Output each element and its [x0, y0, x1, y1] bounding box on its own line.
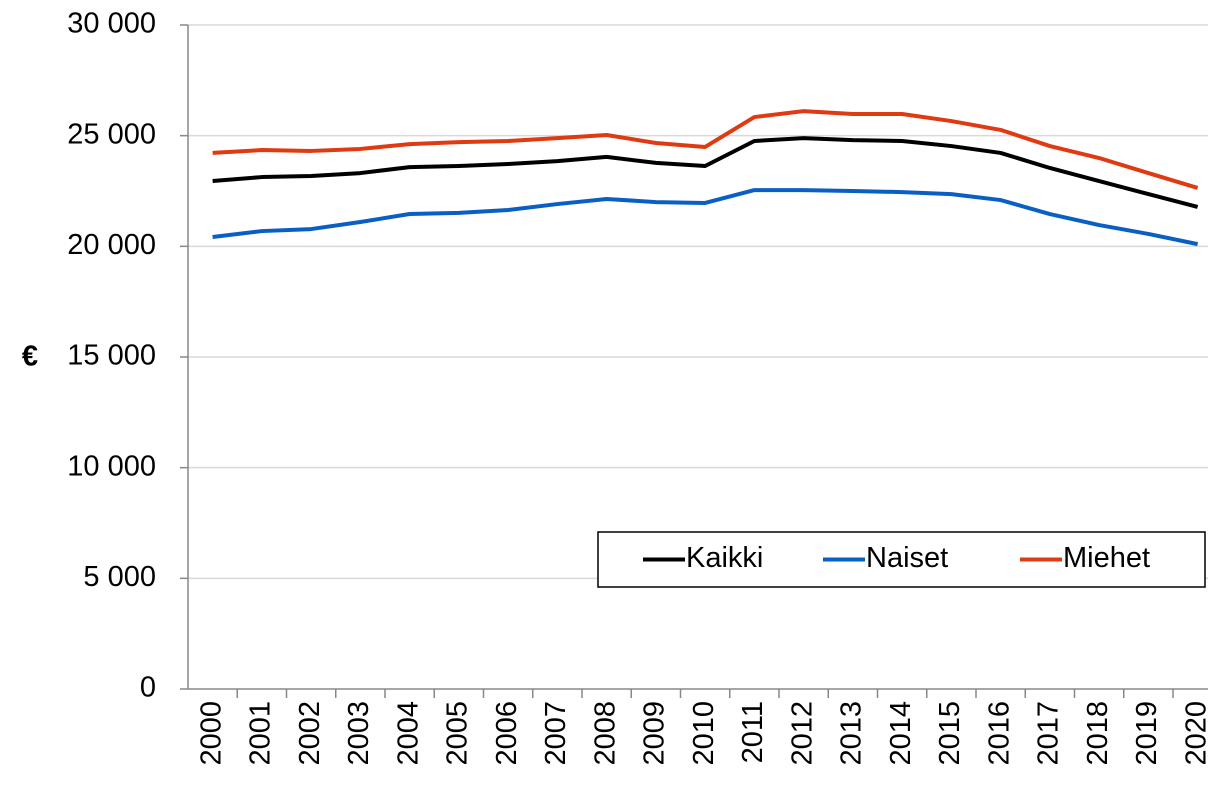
x-tick-label: 2011 — [737, 701, 769, 763]
y-tick-label: 20 000 — [67, 229, 156, 261]
x-tick-label: 2015 — [934, 701, 966, 766]
x-tick-label: 2010 — [688, 701, 720, 766]
x-tick-label: 2013 — [836, 701, 868, 766]
legend-label: Miehet — [1063, 542, 1150, 574]
x-tick-label: 2006 — [491, 701, 523, 766]
x-tick-label: 2001 — [245, 701, 277, 766]
y-tick-label: 5 000 — [83, 561, 156, 593]
legend-label: Kaikki — [686, 542, 763, 574]
y-tick-label: 15 000 — [67, 340, 156, 372]
x-tick-label: 2004 — [392, 701, 424, 766]
legend-label: Naiset — [866, 542, 948, 574]
x-tick-label: 2008 — [589, 701, 621, 766]
y-tick-label: 0 — [140, 672, 156, 704]
y-axis-label: € — [22, 341, 38, 373]
x-tick-label: 2000 — [195, 701, 227, 766]
y-tick-label: 10 000 — [67, 450, 156, 482]
x-tick-label: 2018 — [1082, 701, 1114, 766]
series-line — [212, 136, 1199, 209]
x-tick-label: 2020 — [1180, 701, 1208, 766]
x-tick-label: 2016 — [983, 701, 1015, 766]
series-line — [212, 109, 1199, 190]
x-tick-label: 2012 — [786, 701, 818, 766]
x-tick-label: 2005 — [442, 701, 474, 766]
x-tick-label: 2019 — [1131, 701, 1163, 766]
legend-box — [597, 531, 1206, 588]
y-tick-label: 30 000 — [67, 8, 156, 40]
series-line — [212, 188, 1199, 247]
x-tick-label: 2002 — [294, 701, 326, 766]
x-tick-label: 2014 — [885, 701, 917, 766]
x-tick-label: 2007 — [540, 701, 572, 766]
x-tick-label: 2003 — [343, 701, 375, 766]
x-tick-label: 2017 — [1033, 701, 1065, 766]
y-tick-label: 25 000 — [67, 118, 156, 150]
x-tick-label: 2009 — [639, 701, 671, 766]
